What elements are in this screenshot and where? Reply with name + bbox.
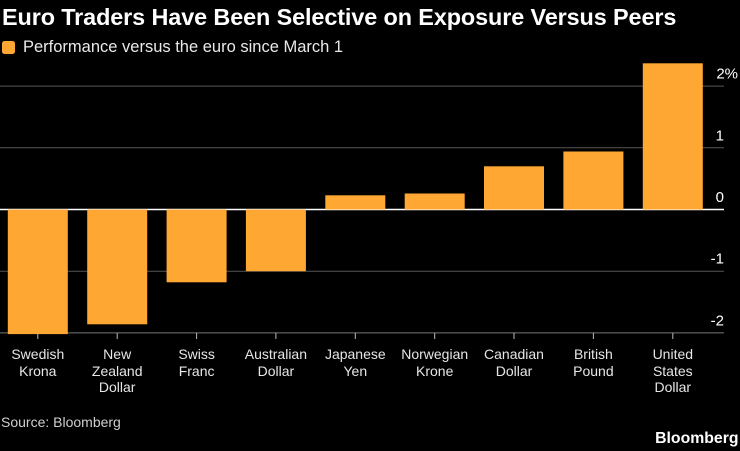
svg-text:2%: 2% [716,66,738,83]
svg-text:1: 1 [716,127,724,144]
svg-text:0: 0 [716,189,724,206]
svg-text:-2: -2 [711,312,724,329]
svg-text:-1: -1 [711,251,724,268]
